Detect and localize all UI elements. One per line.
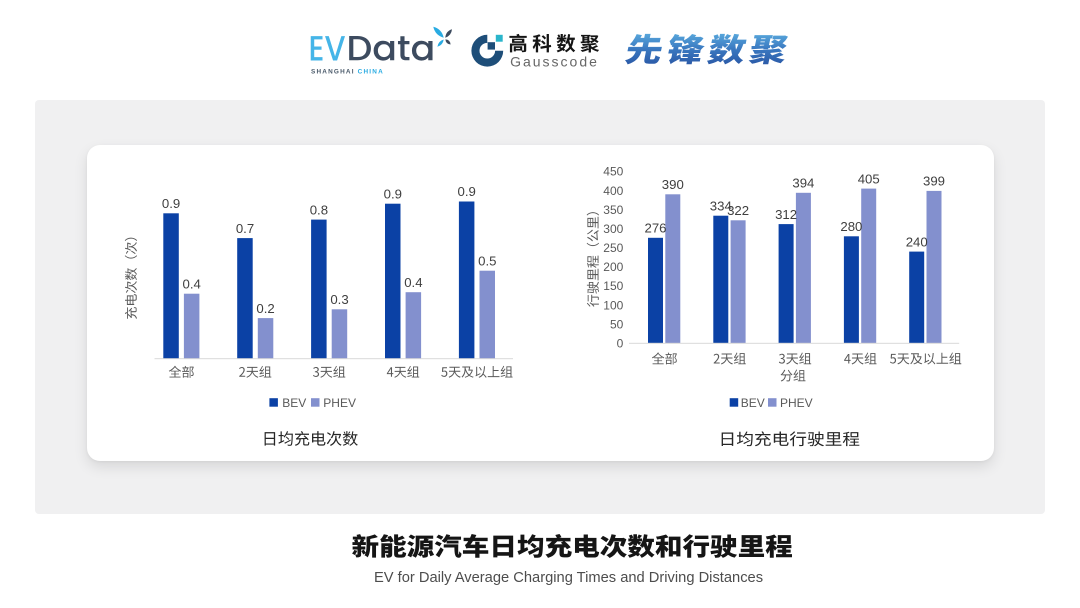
svg-text:0.3: 0.3	[330, 292, 348, 307]
svg-text:399: 399	[923, 174, 945, 189]
svg-text:350: 350	[603, 203, 623, 217]
svg-text:0.2: 0.2	[256, 301, 274, 316]
svg-text:390: 390	[662, 177, 684, 192]
svg-text:394: 394	[792, 176, 814, 191]
svg-text:SHANGHAI CHINA: SHANGHAI CHINA	[311, 69, 384, 76]
svg-text:100: 100	[603, 298, 623, 312]
svg-text:322: 322	[727, 203, 749, 218]
svg-text:EV for Daily Average Charging: EV for Daily Average Charging Times and …	[374, 570, 763, 586]
svg-text:50: 50	[610, 317, 624, 331]
svg-text:240: 240	[906, 234, 928, 249]
svg-text:0.9: 0.9	[162, 196, 180, 211]
svg-text:0.9: 0.9	[384, 186, 402, 201]
svg-text:Gausscode: Gausscode	[510, 53, 599, 69]
svg-text:BEV: BEV	[741, 396, 765, 410]
svg-text:400: 400	[603, 184, 623, 198]
svg-text:0.4: 0.4	[183, 276, 201, 291]
svg-text:0.7: 0.7	[236, 221, 254, 236]
svg-text:280: 280	[840, 219, 862, 234]
svg-text:0: 0	[617, 337, 624, 351]
svg-text:0.5: 0.5	[478, 253, 496, 268]
svg-text:450: 450	[603, 165, 623, 179]
svg-text:200: 200	[603, 260, 623, 274]
svg-text:BEV: BEV	[282, 396, 306, 410]
svg-text:150: 150	[603, 279, 623, 293]
svg-text:276: 276	[644, 221, 666, 236]
svg-text:405: 405	[858, 171, 880, 186]
svg-text:0.9: 0.9	[458, 184, 476, 199]
svg-text:312: 312	[775, 207, 797, 222]
svg-text:250: 250	[603, 241, 623, 255]
svg-text:PHEV: PHEV	[323, 396, 356, 410]
svg-text:0.4: 0.4	[404, 275, 422, 290]
svg-text:334: 334	[710, 198, 732, 213]
svg-text:300: 300	[603, 222, 623, 236]
svg-text:0.8: 0.8	[310, 202, 328, 217]
svg-text:PHEV: PHEV	[780, 396, 813, 410]
